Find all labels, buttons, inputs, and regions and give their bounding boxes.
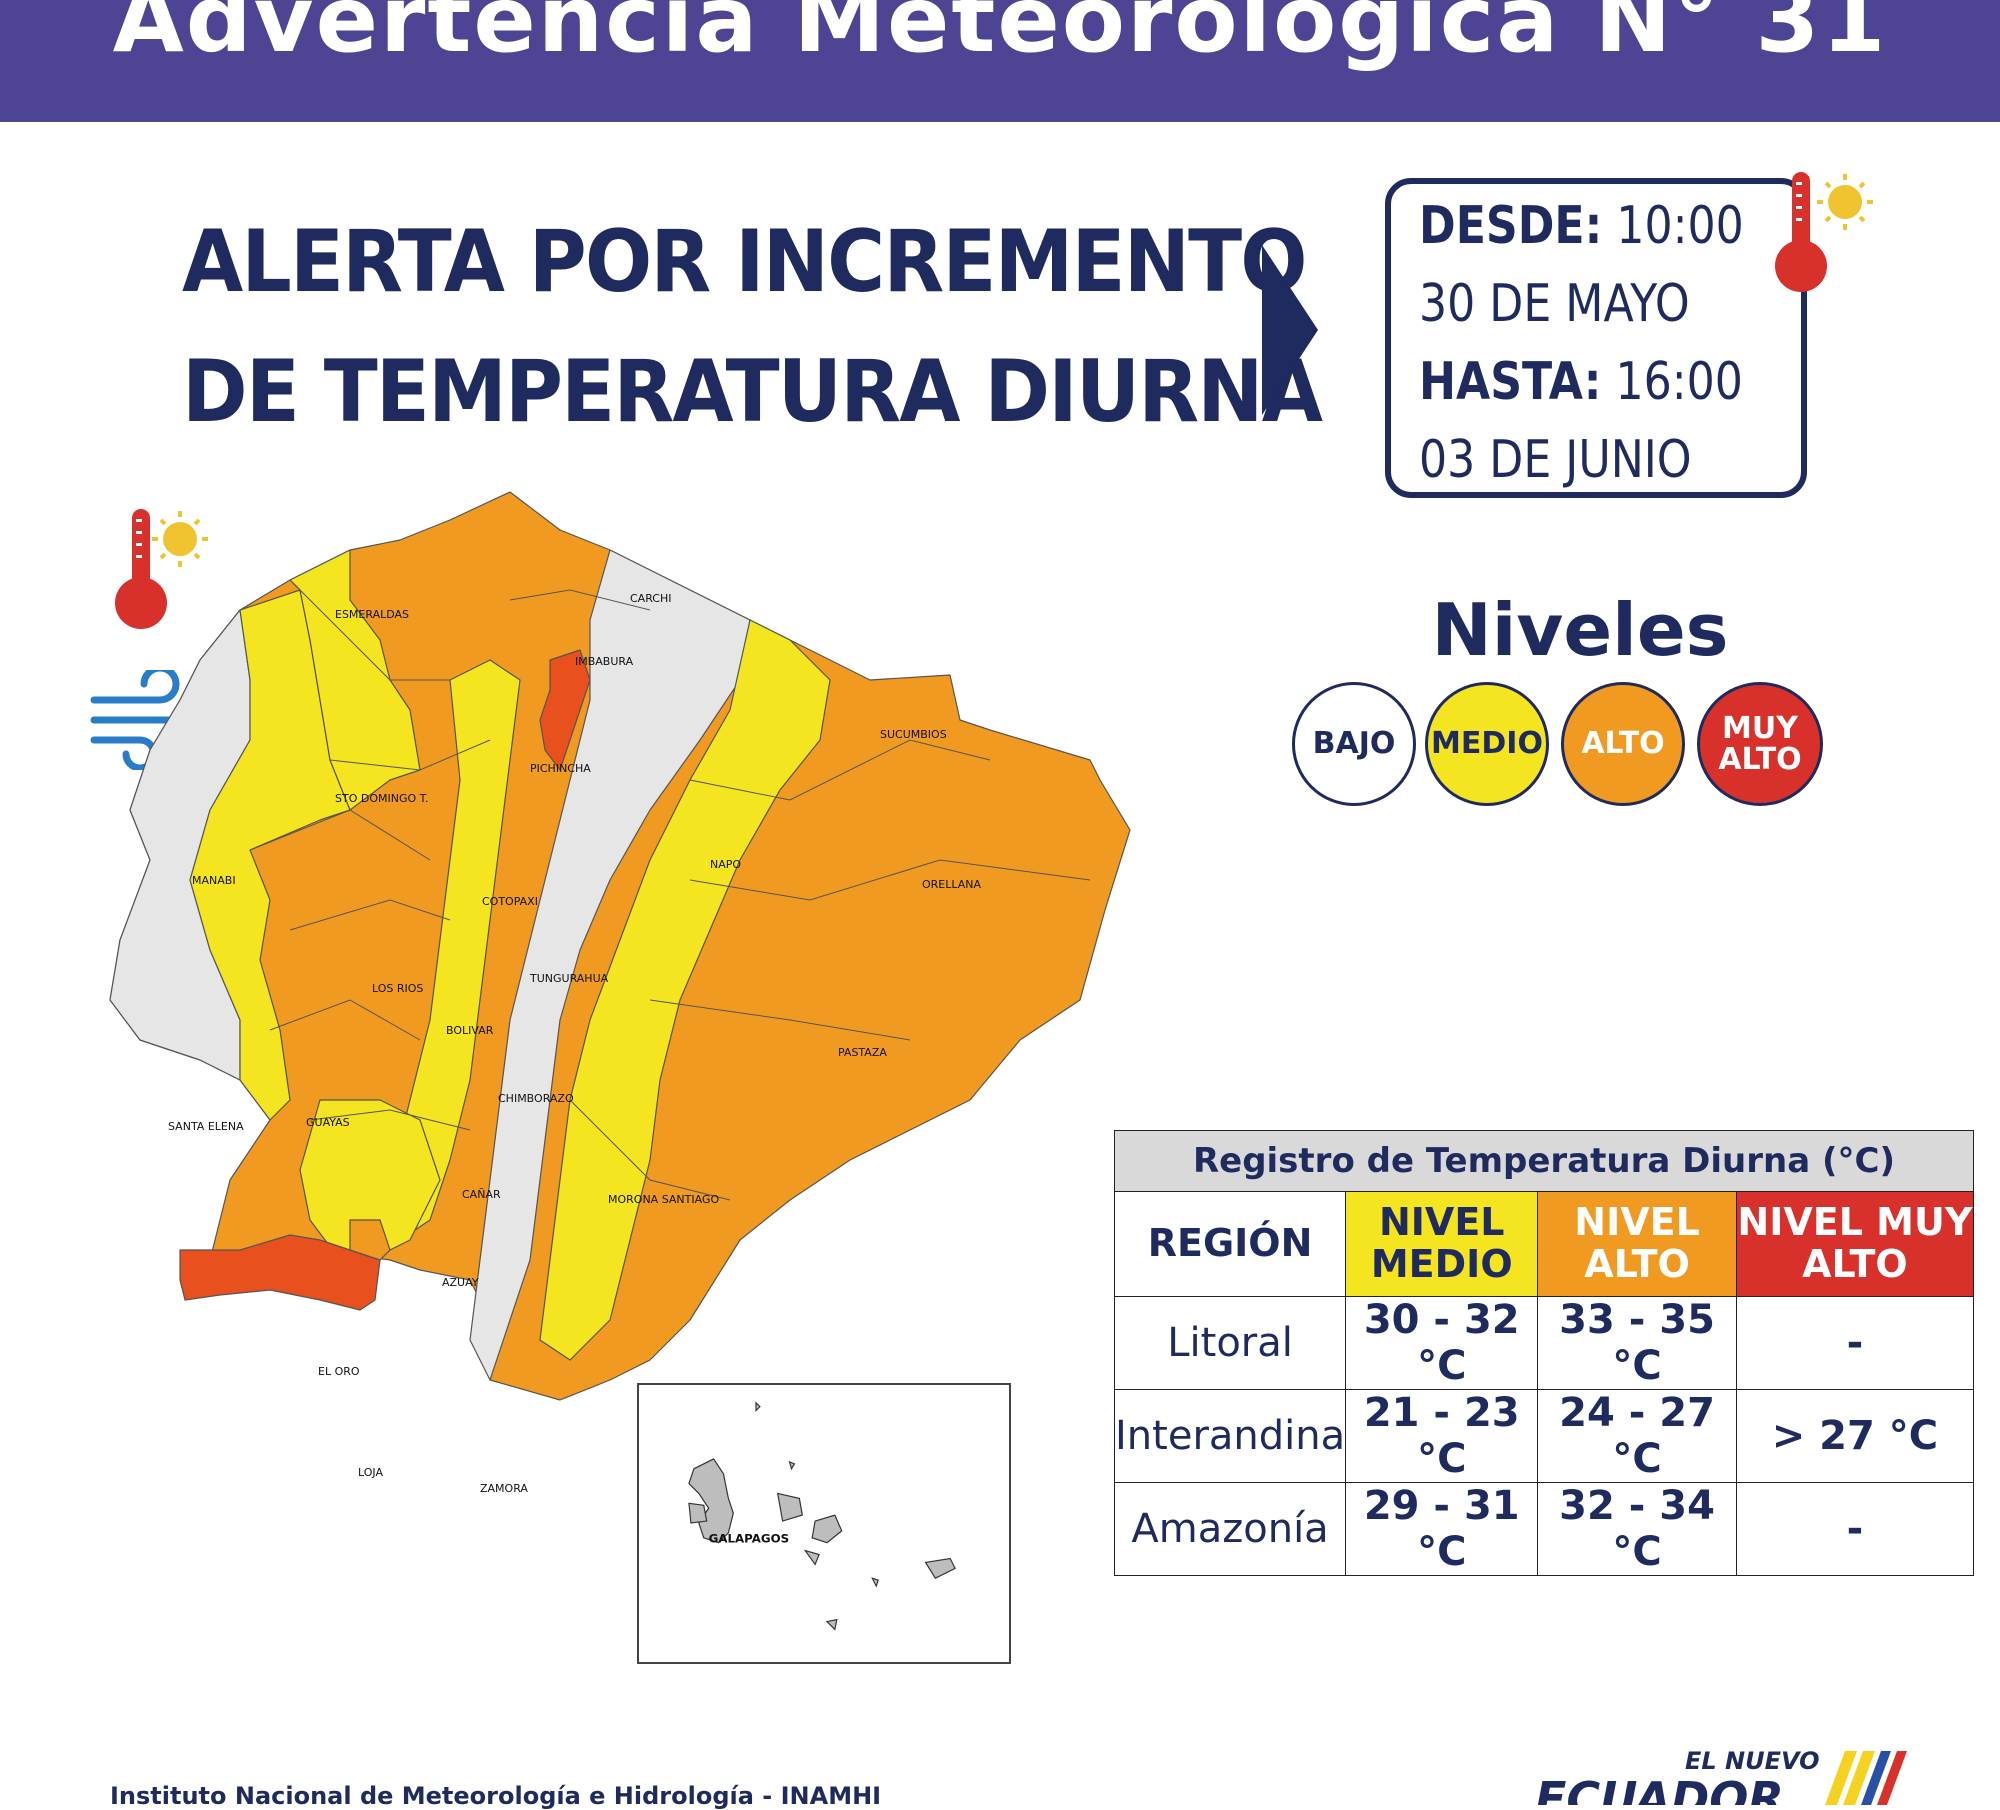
galapagos-inset: GALAPAGOS <box>637 1383 1011 1664</box>
province-label-sto-domingo: STO DOMINGO T. <box>335 792 429 805</box>
province-label-canar: CAÑAR <box>462 1188 501 1201</box>
province-label-santa-elena: SANTA ELENA <box>168 1120 244 1133</box>
province-label-tungurahua: TUNGURAHUA <box>529 972 609 985</box>
level-bajo: BAJO <box>1292 682 1416 806</box>
arrow-right-icon <box>1262 245 1318 415</box>
province-label-el-oro: EL ORO <box>318 1365 360 1378</box>
province-label-los-rios: LOS RIOS <box>372 982 423 995</box>
province-label-manabi: MANABI <box>192 874 236 887</box>
table-row: Interandina 21 - 23 °C 24 - 27 °C > 27 °… <box>1113 1389 1975 1483</box>
muy-alto-cell: - <box>1735 1296 1975 1390</box>
title-bar: Advertencia Meteorológica N° 31 <box>0 0 2000 122</box>
table-row: Litoral 30 - 32 °C 33 - 35 °C - <box>1113 1296 1975 1390</box>
map-zone-red-imbabura <box>539 649 591 771</box>
province-label-sucumbios: SUCUMBIOS <box>880 728 947 741</box>
from-label: DESDE: <box>1419 196 1603 256</box>
map-zone-gray-andes <box>469 549 751 1381</box>
region-cell: Interandina <box>1113 1389 1347 1483</box>
level-muy-alto: MUY ALTO <box>1697 682 1823 806</box>
levels-title: Niveles <box>1431 588 1729 672</box>
province-label-orellana: ORELLANA <box>922 878 982 891</box>
alto-cell: 33 - 35 °C <box>1537 1296 1737 1390</box>
to-time: 16:00 <box>1615 352 1743 412</box>
alto-cell: 32 - 34 °C <box>1537 1482 1737 1576</box>
medio-cell: 29 - 31 °C <box>1345 1482 1539 1576</box>
to-label: HASTA: <box>1419 352 1602 412</box>
from-date: 30 DE MAYO <box>1419 274 1690 334</box>
column-header-region: REGIÓN <box>1113 1191 1347 1297</box>
el-nuevo-ecuador-logo: EL NUEVO ECUADOR <box>1535 1747 1907 1805</box>
medio-cell: 30 - 32 °C <box>1345 1296 1539 1390</box>
table-caption: Registro de Temperatura Diurna (°C) <box>1114 1130 1974 1192</box>
validity-box: DESDE: 10:00 30 DE MAYO HASTA: 16:00 03 … <box>1385 178 1807 498</box>
column-header-medio: NIVEL MEDIO <box>1345 1191 1539 1297</box>
from-line: DESDE: 10:00 <box>1419 196 1744 256</box>
province-label-carchi: CARCHI <box>630 592 672 605</box>
province-label-chimborazo: CHIMBORAZO <box>498 1092 574 1105</box>
province-label-morona-santiago: MORONA SANTIAGO <box>608 1193 719 1206</box>
map-zone-orange-loja-band <box>349 1219 391 1261</box>
column-header-alto: NIVEL ALTO <box>1537 1191 1737 1297</box>
province-label-guayas: GUAYAS <box>306 1116 350 1129</box>
logo-bottom-text: ECUADOR <box>1535 1772 1784 1805</box>
map-zone-yellow-andes-east <box>539 619 831 1361</box>
temperature-table: Registro de Temperatura Diurna (°C) REGI… <box>1113 1130 1975 1576</box>
column-header-muy-alto: NIVEL MUY ALTO <box>1735 1191 1975 1297</box>
to-line: HASTA: 16:00 <box>1419 352 1743 412</box>
province-label-loja: LOJA <box>358 1466 383 1479</box>
province-label-pichincha: PICHINCHA <box>530 762 591 775</box>
thermometer-sun-icon <box>1775 172 1873 292</box>
flag-stripes-icon <box>1825 1751 1907 1805</box>
medio-cell: 21 - 23 °C <box>1345 1389 1539 1483</box>
table-row: Amazonía 29 - 31 °C 32 - 34 °C - <box>1113 1482 1975 1576</box>
page-title: Advertencia Meteorológica N° 31 <box>112 0 1888 73</box>
province-label-imbabura: IMBABURA <box>575 655 634 668</box>
ecuador-alert-map: ESMERALDAS CARCHI IMBABURA SUCUMBIOS PIC… <box>109 491 1131 1495</box>
muy-alto-cell: - <box>1735 1482 1975 1576</box>
province-label-azuay: AZUAY <box>442 1276 479 1289</box>
thermometer-sun-icon <box>115 509 208 629</box>
map-zone-red-loja <box>179 1234 381 1311</box>
alto-cell: 24 - 27 °C <box>1537 1389 1737 1483</box>
to-date: 03 DE JUNIO <box>1419 430 1692 490</box>
level-alto: ALTO <box>1561 682 1685 806</box>
muy-alto-cell: > 27 °C <box>1735 1389 1975 1483</box>
province-label-cotopaxi: COTOPAXI <box>482 895 538 908</box>
region-cell: Litoral <box>1113 1296 1347 1390</box>
alert-headline-line2: DE TEMPERATURA DIURNA <box>182 342 1323 442</box>
logo-top-text: EL NUEVO <box>1685 1747 1820 1775</box>
alert-prefix: ALERTA POR <box>182 212 736 312</box>
from-time: 10:00 <box>1616 196 1744 256</box>
province-label-napo: NAPO <box>710 858 741 871</box>
map-zone-yellow-north <box>289 549 421 811</box>
province-label-esmeraldas: ESMERALDAS <box>335 608 409 621</box>
alert-emphasis: INCREMENTO <box>735 212 1307 312</box>
map-zone-yellow-sierra <box>389 659 521 1241</box>
alert-headline-line1: ALERTA POR INCREMENTO <box>182 212 1308 312</box>
level-medio: MEDIO <box>1425 682 1549 806</box>
province-label-bolivar: BOLIVAR <box>446 1024 494 1037</box>
region-cell: Amazonía <box>1113 1482 1347 1576</box>
province-label-zamora: ZAMORA <box>480 1482 528 1495</box>
galapagos-label: GALAPAGOS <box>709 1532 789 1546</box>
province-label-pastaza: PASTAZA <box>838 1046 887 1059</box>
institution-credit: Instituto Nacional de Meteorología e Hid… <box>110 1782 882 1810</box>
